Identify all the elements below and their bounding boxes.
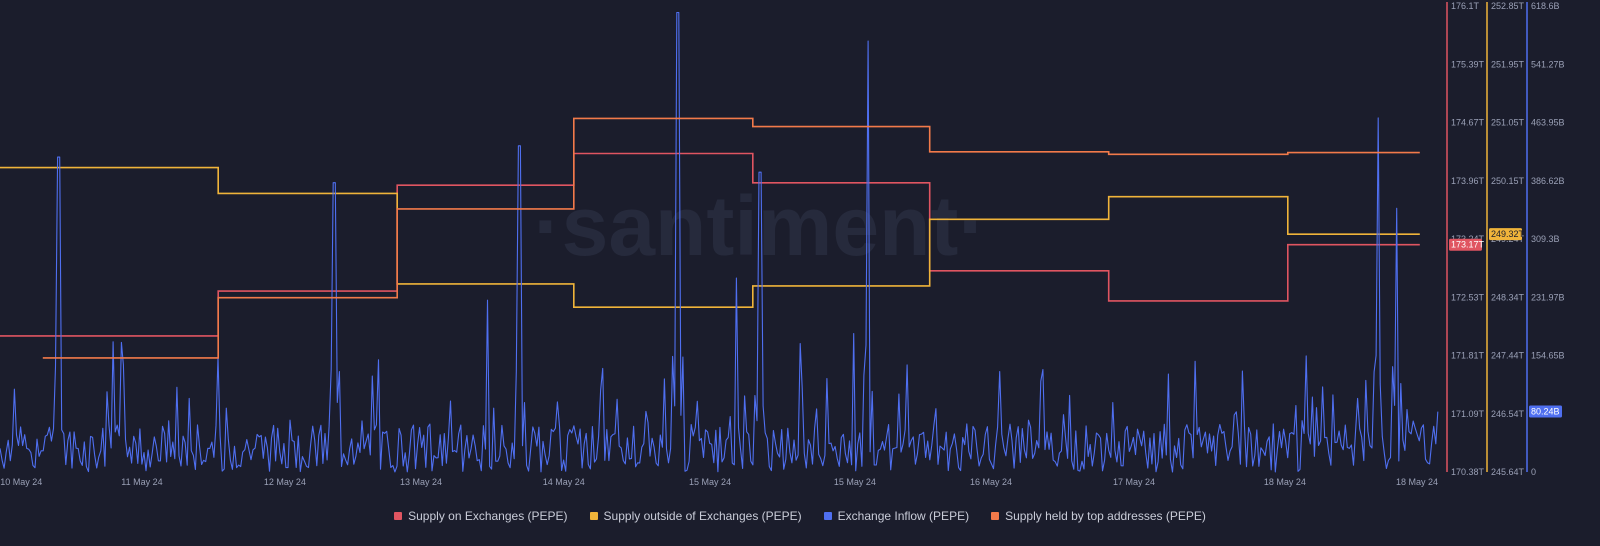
y-tick-label: 0 [1531, 467, 1536, 477]
value-badge-supply_on_exchanges [1449, 238, 1482, 251]
legend-item-supply-on-exchanges[interactable]: Supply on Exchanges (PEPE) [394, 509, 568, 523]
y-tick-label: 248.34T [1491, 292, 1525, 302]
series-line-1 [0, 166, 1420, 308]
y-tick-label: 231.97B [1531, 292, 1565, 302]
y-tick-label: 618.6B [1531, 1, 1560, 11]
y-tick-label: 541.27B [1531, 59, 1565, 69]
y-tick-label: 247.44T [1491, 351, 1525, 361]
legend-swatch-icon [394, 512, 403, 520]
y-tick-label: 463.95B [1531, 118, 1565, 128]
y-tick-label: 252.85T [1491, 1, 1525, 11]
x-tick-label: 10 May 24 [0, 477, 42, 487]
y-tick-label: 172.53T [1451, 292, 1485, 302]
y-tick-label: 251.95T [1491, 59, 1525, 69]
value-badge-label: 249.32T [1491, 229, 1525, 239]
x-tick-label: 17 May 24 [1113, 477, 1155, 487]
y-tick-label: 250.15T [1491, 176, 1525, 186]
legend-label: Supply outside of Exchanges (PEPE) [603, 509, 802, 523]
series-line-0 [0, 152, 1420, 337]
x-tick-label: 13 May 24 [400, 477, 442, 487]
value-badge-label: 80.24B [1531, 407, 1560, 417]
legend-item-top-addresses[interactable]: Supply held by top addresses (PEPE) [991, 509, 1206, 523]
value-badge-label: 173.17T [1451, 240, 1485, 250]
x-tick-label: 11 May 24 [121, 477, 162, 487]
y-tick-label: 171.81T [1451, 351, 1485, 361]
value-badge-exchange_inflow [1529, 405, 1562, 418]
series-line-3 [42, 117, 1420, 359]
y-tick-label: 171.09T [1451, 409, 1485, 419]
y-tick-label: 245.64T [1491, 467, 1525, 477]
legend-label: Supply held by top addresses (PEPE) [1005, 509, 1206, 523]
x-tick-label: 16 May 24 [970, 477, 1012, 487]
y-tick-label: 309.3B [1531, 234, 1560, 244]
x-tick-label: 15 May 24 [834, 477, 876, 487]
legend-swatch-icon [991, 512, 1000, 520]
x-tick-label: 14 May 24 [543, 477, 585, 487]
legend-label: Exchange Inflow (PEPE) [837, 509, 970, 523]
x-tick-label: 18 May 24 [1264, 477, 1306, 487]
legend-swatch-icon [823, 512, 832, 520]
value-badge-supply_outside_exchanges [1489, 228, 1522, 241]
y-tick-label: 251.05T [1491, 118, 1525, 128]
legend-swatch-icon [589, 512, 598, 520]
legend-item-supply-outside-exchanges[interactable]: Supply outside of Exchanges (PEPE) [589, 509, 802, 523]
y-tick-label: 174.67T [1451, 118, 1485, 128]
y-tick-label: 175.39T [1451, 59, 1485, 69]
chart-legend: Supply on Exchanges (PEPE) Supply outsid… [0, 509, 1600, 523]
y-tick-label: 154.65B [1531, 351, 1565, 361]
y-tick-label: 176.1T [1451, 1, 1480, 11]
y-tick-label: 173.96T [1451, 176, 1485, 186]
x-tick-label: 18 May 24 [1396, 477, 1438, 487]
y-tick-label: 170.38T [1451, 467, 1485, 477]
legend-item-exchange-inflow[interactable]: Exchange Inflow (PEPE) [823, 509, 970, 523]
series-line-2 [0, 11, 1439, 473]
watermark-text: ·santiment· [534, 179, 987, 273]
x-tick-label: 15 May 24 [689, 477, 731, 487]
y-tick-label: 246.54T [1491, 409, 1525, 419]
x-tick-label: 12 May 24 [264, 477, 306, 487]
legend-label: Supply on Exchanges (PEPE) [408, 509, 568, 523]
y-tick-label: 386.62B [1531, 176, 1565, 186]
